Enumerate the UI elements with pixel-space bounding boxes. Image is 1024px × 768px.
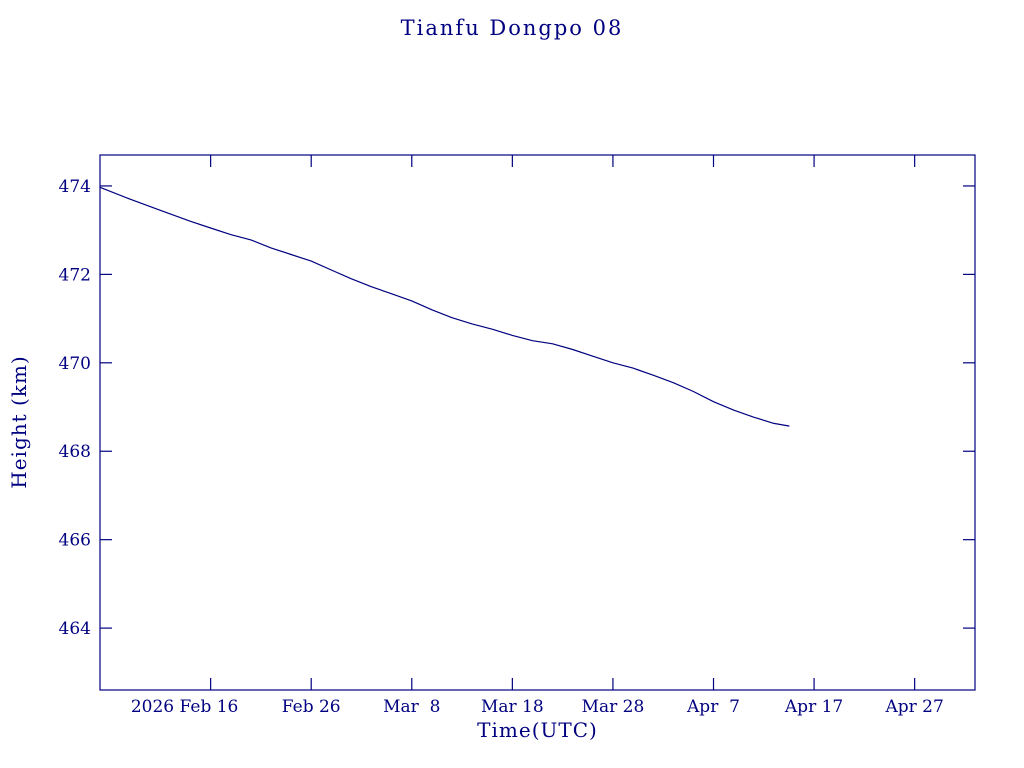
y-tick-label: 472: [59, 265, 91, 285]
data-line: [99, 186, 790, 427]
y-tick-label: 464: [59, 619, 91, 639]
x-tick-label: Apr 17: [784, 697, 843, 717]
x-tick-label: Mar 18: [481, 697, 544, 717]
x-tick-label: Apr 7: [686, 697, 740, 717]
y-tick-label: 474: [59, 177, 91, 197]
x-tick-label: Feb 26: [282, 697, 341, 717]
x-tick-label: Apr 27: [884, 697, 943, 717]
x-tick-label: Mar 28: [582, 697, 645, 717]
x-tick-label: Mar 8: [383, 697, 440, 717]
x-axis-label: Time(UTC): [477, 718, 598, 742]
chart-title: Tianfu Dongpo 08: [400, 16, 624, 40]
y-tick-label: 468: [59, 442, 91, 462]
axis-frame: [99, 154, 976, 691]
x-tick-label: 2026 Feb 16: [131, 697, 239, 717]
y-axis-label: Height (km): [7, 355, 31, 489]
y-tick-label: 470: [59, 354, 91, 374]
y-tick-label: 466: [59, 531, 91, 551]
